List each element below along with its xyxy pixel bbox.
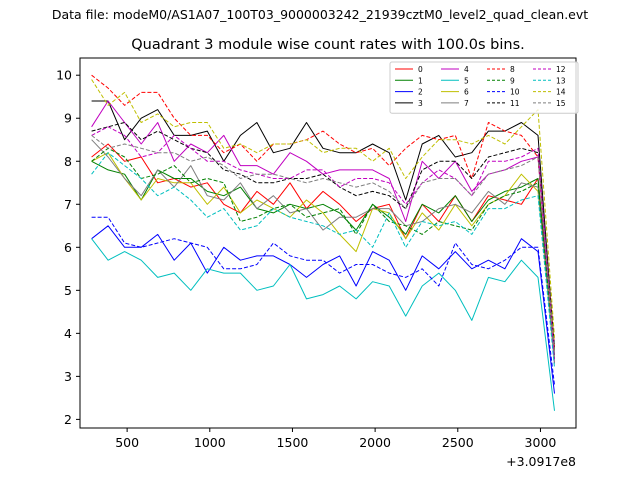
series-line-0 (91, 143, 555, 351)
series-line-7 (91, 139, 555, 364)
series-line-12 (91, 126, 555, 360)
legend-label-5: 5 (464, 76, 469, 85)
legend-label-11: 11 (510, 99, 520, 108)
y-tick-label: 7 (64, 197, 72, 212)
series-line-15 (91, 135, 555, 351)
legend-label-9: 9 (510, 76, 515, 85)
x-tick-label: 2000 (359, 435, 391, 450)
series-line-3 (91, 100, 555, 351)
legend-label-0: 0 (418, 65, 423, 74)
legend-label-2: 2 (418, 88, 423, 97)
y-tick-label: 2 (64, 412, 72, 427)
series-line-11 (91, 122, 555, 347)
series-line-10 (91, 216, 555, 386)
legend-label-4: 4 (464, 65, 469, 74)
legend-label-3: 3 (418, 99, 423, 108)
x-tick-label: 3000 (525, 435, 557, 450)
series-line-2 (91, 225, 555, 394)
legend-label-15: 15 (556, 99, 566, 108)
x-tick-label: 2500 (442, 435, 474, 450)
series-line-1 (91, 160, 555, 360)
series-line-13 (91, 152, 555, 368)
chart-title: Quadrant 3 module wise count rates with … (131, 37, 525, 53)
x-axis-offset-label: +3.0917e8 (506, 454, 576, 469)
plot-area-frame (79, 57, 577, 429)
legend-label-1: 1 (418, 76, 423, 85)
legend-label-14: 14 (556, 88, 566, 97)
legend-label-13: 13 (556, 76, 566, 85)
series-line-9 (91, 147, 555, 355)
y-tick-label: 4 (64, 326, 72, 341)
series-layer (91, 74, 555, 411)
legend-label-10: 10 (510, 88, 520, 97)
legend-label-12: 12 (556, 65, 566, 74)
series-line-14 (91, 79, 555, 338)
legend-label-7: 7 (464, 99, 469, 108)
legend-frame (389, 61, 579, 114)
x-tick-label: 1500 (277, 435, 309, 450)
series-line-4 (91, 100, 555, 364)
y-tick-label: 6 (64, 240, 72, 255)
series-line-8 (91, 74, 555, 347)
x-tick-label: 500 (115, 435, 139, 450)
y-tick-label: 9 (64, 111, 72, 126)
legend-label-6: 6 (464, 88, 469, 97)
y-tick-label: 10 (56, 68, 72, 83)
y-tick-label: 5 (64, 283, 72, 298)
series-line-5 (91, 238, 555, 411)
x-tick-label: 1000 (194, 435, 226, 450)
y-tick-label: 8 (64, 154, 72, 169)
y-tick-label: 3 (64, 369, 72, 384)
chart-suptitle: Data file: modeM0/AS1A07_100T03_90000032… (52, 7, 588, 22)
legend-label-8: 8 (510, 65, 515, 74)
